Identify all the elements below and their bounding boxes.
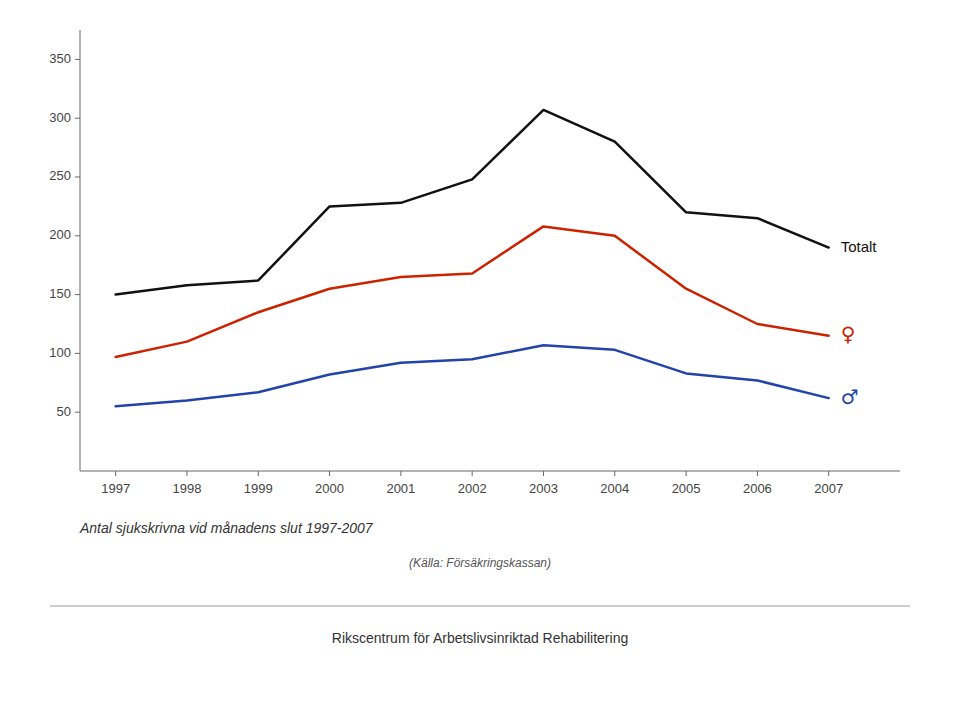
footer-text: Rikscentrum för Arbetslivsinriktad Rehab… [332, 630, 628, 646]
x-tick [186, 471, 187, 476]
x-tick [329, 471, 330, 476]
y-tick-label: 150 [49, 286, 71, 301]
x-tick [686, 471, 687, 476]
y-tick [75, 177, 80, 178]
x-tick-label: 2005 [672, 481, 701, 496]
axes: 50 100 150 200 250 300 350 1997 1998 1999 2000 2001… [49, 30, 900, 496]
x-tick-label: 1999 [244, 481, 273, 496]
x-tick-label: 2001 [386, 481, 415, 496]
x-tick [115, 471, 116, 476]
x-tick [543, 471, 544, 476]
y-tick [75, 353, 80, 354]
series-label: ♀ [841, 322, 856, 346]
y-tick-label: 200 [49, 227, 71, 242]
chart: 50 100 150 200 250 300 350 1997 1998 1999 2000 2001… [0, 0, 960, 701]
x-axis-label: Antal sjukskrivna vid månadens slut 1997… [79, 520, 374, 536]
separator [50, 606, 910, 607]
x-tick-label: 2000 [315, 481, 344, 496]
x-axis-line [80, 471, 900, 472]
x-tick [828, 471, 829, 476]
y-tick [75, 235, 80, 236]
x-tick [472, 471, 473, 476]
y-tick-label: 300 [49, 110, 71, 125]
y-tick [75, 118, 80, 119]
x-tick-label: 2004 [600, 481, 629, 496]
y-tick-label: 250 [49, 168, 71, 183]
x-tick-label: 1998 [172, 481, 201, 496]
series-line [116, 226, 829, 357]
x-tick-label: 2002 [458, 481, 487, 496]
y-tick-label: 50 [57, 404, 71, 419]
x-tick [258, 471, 259, 476]
x-tick-label: 2007 [814, 481, 843, 496]
series-label: ♂ [841, 385, 859, 409]
x-tick-label: 1997 [101, 481, 130, 496]
series-line [116, 345, 829, 406]
y-tick-label: 350 [49, 51, 71, 66]
y-tick [75, 59, 80, 60]
x-tick-label: 2006 [743, 481, 772, 496]
y-axis-line [80, 30, 81, 471]
x-tick [400, 471, 401, 476]
y-tick-label: 100 [49, 345, 71, 360]
y-tick [75, 412, 80, 413]
series-line [116, 110, 829, 295]
series-label: Totalt [841, 238, 878, 255]
x-tick-label: 2003 [529, 481, 558, 496]
x-tick [757, 471, 758, 476]
lines [116, 110, 829, 406]
source-text: (Källa: Försäkringskassan) [409, 556, 551, 570]
x-tick [614, 471, 615, 476]
series-labels: Totalt ♀ ♂ [841, 238, 878, 409]
y-tick [75, 294, 80, 295]
